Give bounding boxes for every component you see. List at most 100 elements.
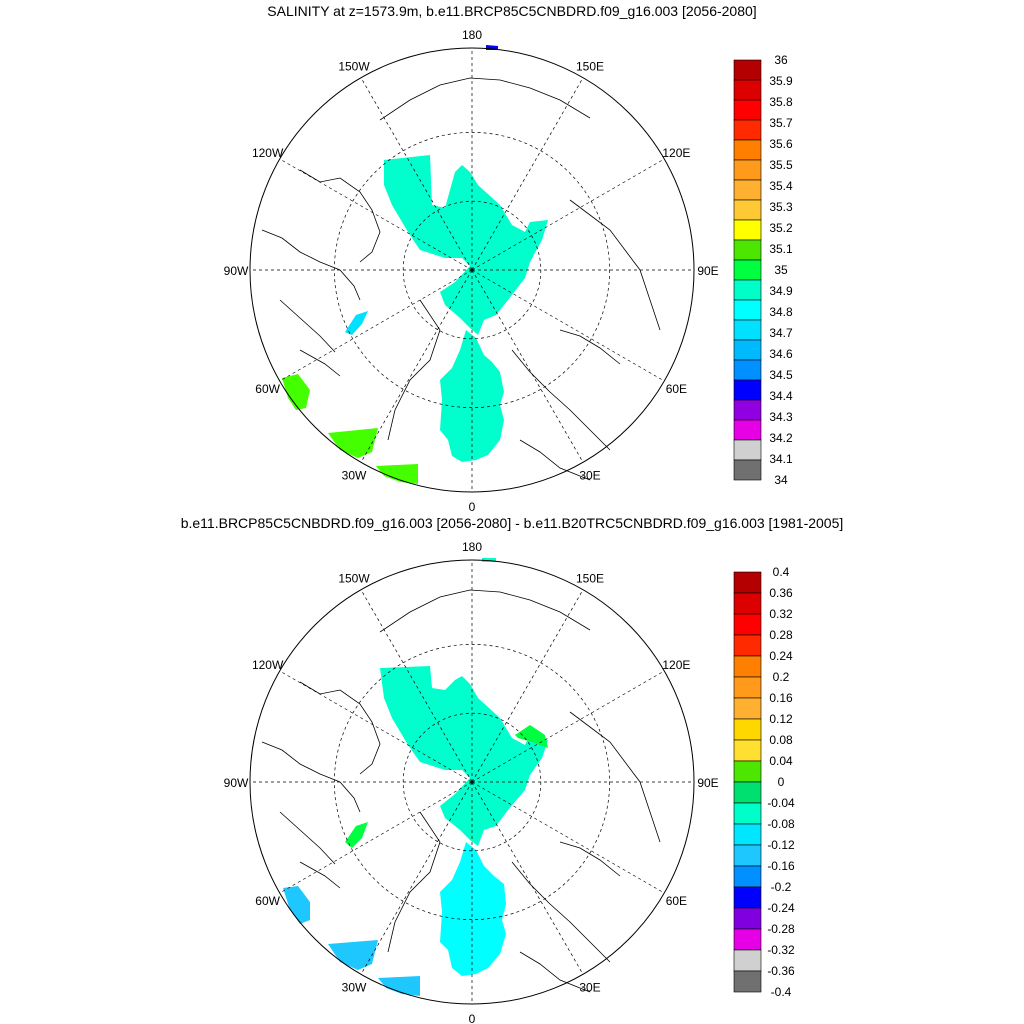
colorbar-tick-label: -0.36 (767, 964, 795, 978)
colorbar-tick-label: -0.28 (767, 922, 795, 936)
colorbar-tick-label: 35.5 (769, 158, 793, 172)
colorbar-swatch (733, 697, 762, 720)
colorbar-tick-label: 35.3 (769, 200, 793, 214)
colorbar-swatch (733, 865, 762, 888)
coastline (387, 299, 441, 441)
map-plot (249, 558, 695, 1005)
longitude-label: 0 (469, 500, 476, 512)
colorbar-tick-label: -0.12 (767, 838, 795, 852)
colorbar-swatch (733, 99, 762, 121)
colorbar-tick-label: 34.1 (769, 452, 793, 466)
bottom-difference-map: 180 150E 120E 90E 60E 30E 0 30W 60W 90W 120W 150W 0.… (224, 540, 795, 1024)
meridian-line (279, 781, 473, 894)
coastline (559, 329, 621, 365)
longitude-label: 180 (462, 28, 482, 42)
region-north-atlantic-east (376, 464, 418, 484)
meridian-line (471, 269, 584, 463)
coastline (519, 951, 591, 993)
colorbar-swatch (733, 399, 762, 421)
meridian-line (471, 670, 665, 783)
colorbar-tick-label: 35.2 (769, 221, 793, 235)
colorbar-swatch (733, 459, 762, 481)
longitude-label: 30E (579, 980, 600, 994)
meridian-line (471, 158, 665, 271)
region-arctic-basin (384, 155, 548, 335)
colorbar-tick-label: -0.08 (767, 817, 795, 831)
colorbar-tick-label: 34.5 (769, 368, 793, 382)
coastline (569, 711, 661, 843)
meridian-line (471, 77, 584, 271)
coastline (387, 811, 441, 953)
colorbar-swatch (733, 239, 762, 261)
colorbar-swatch (733, 676, 762, 699)
colorbar-swatch (733, 907, 762, 930)
colorbar-swatch (733, 119, 762, 141)
colorbar-swatch (733, 319, 762, 341)
longitude-label: 120W (252, 146, 284, 160)
colorbar-tick-label: 34.3 (769, 410, 793, 424)
colorbar-swatch (733, 760, 762, 783)
colorbar-swatch (733, 802, 762, 825)
map-boundary (249, 47, 695, 493)
longitude-label: 0 (469, 1012, 476, 1024)
colorbar-tick-label: 0.32 (769, 607, 793, 621)
coastline (299, 681, 381, 775)
region-labrador-sea (282, 374, 310, 410)
colorbar-swatch (733, 613, 762, 636)
longitude-label: 120E (662, 658, 690, 672)
colorbar-swatch (733, 259, 762, 281)
map-boundary (249, 559, 695, 1005)
colorbar-swatch (733, 928, 762, 951)
meridian-line (279, 269, 473, 382)
longitude-label: 120E (662, 146, 690, 160)
coastline (261, 741, 361, 813)
colorbar-swatch (733, 359, 762, 381)
region-north-atlantic-west (328, 428, 378, 458)
longitude-label: 150E (576, 60, 604, 74)
colorbar-tick-label: 35.4 (769, 179, 793, 193)
region-north-atlantic-east (378, 976, 420, 996)
colorbar-swatch (733, 592, 762, 615)
coastline (511, 861, 611, 963)
region-baffin-bay (345, 822, 368, 848)
meridian-line (279, 670, 473, 783)
colorbar-swatch (733, 79, 762, 101)
coastline (569, 199, 661, 331)
colorbar-swatch (733, 823, 762, 846)
colorbar-swatch (733, 655, 762, 678)
coastline (261, 229, 361, 301)
colorbar-swatch (733, 339, 762, 361)
colorbar-tick-label: 0.12 (769, 712, 793, 726)
map-plot (249, 45, 695, 493)
coastline (379, 77, 591, 121)
colorbar-tick-label: 36 (774, 53, 788, 67)
colorbar-tick-label: 0.16 (769, 691, 793, 705)
longitude-label: 120W (252, 658, 284, 672)
colorbar-tick-label: -0.24 (767, 901, 795, 915)
longitude-label: 60W (255, 894, 280, 908)
longitude-label: 150W (338, 572, 370, 586)
meridian-line (360, 781, 473, 975)
latitude-circle (334, 132, 610, 408)
colorbar-swatch (733, 571, 762, 594)
colorbar-tick-label: 35.9 (769, 74, 793, 88)
colorbar-tick-label: 34.4 (769, 389, 793, 403)
colorbar-swatch (733, 970, 762, 993)
colorbar-tick-label: 35.1 (769, 242, 793, 256)
colorbar-tick-label: 0.2 (773, 670, 790, 684)
coastline (299, 349, 341, 377)
colorbar-tick-label: 34.6 (769, 347, 793, 361)
colorbar-tick-label: 0.08 (769, 733, 793, 747)
colorbar-tick-label: 35.8 (769, 95, 793, 109)
colorbar-swatch (733, 739, 762, 762)
colorbar-swatch (733, 199, 762, 221)
colorbar-swatch (733, 439, 762, 461)
longitude-label: 90E (697, 264, 718, 278)
colorbar-swatch (733, 844, 762, 867)
coastline (559, 841, 621, 877)
colorbar-tick-label: 34.2 (769, 431, 793, 445)
colorbar-tick-label: 0.36 (769, 586, 793, 600)
colorbar-swatch (733, 279, 762, 301)
longitude-label: 30E (579, 468, 600, 482)
longitude-label: 90W (224, 264, 249, 278)
